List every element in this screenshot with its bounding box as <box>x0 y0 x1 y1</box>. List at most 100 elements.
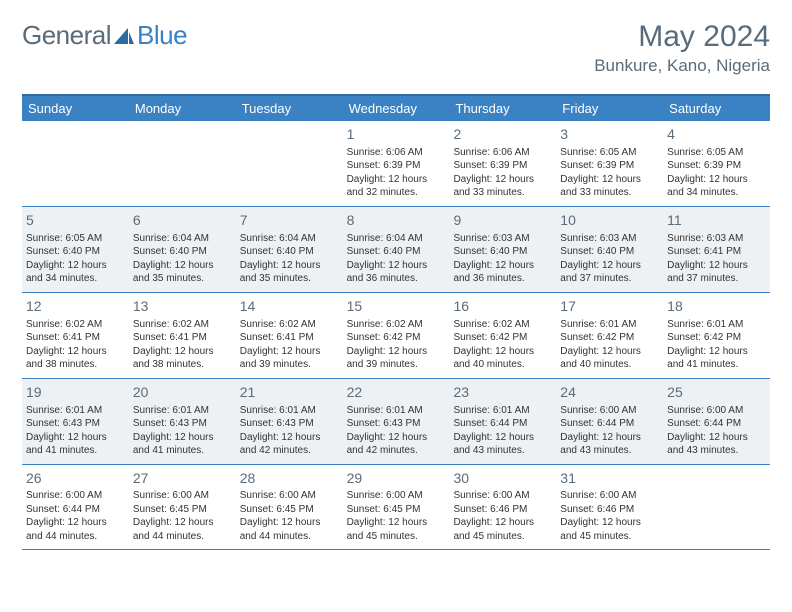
header: General Blue May 2024 Bunkure, Kano, Nig… <box>22 20 770 76</box>
day-cell: 12Sunrise: 6:02 AMSunset: 6:41 PMDayligh… <box>22 293 129 378</box>
daylight-text: Daylight: 12 hours and 37 minutes. <box>560 259 659 286</box>
sunset-text: Sunset: 6:45 PM <box>347 503 446 517</box>
sunrise-text: Sunrise: 6:02 AM <box>453 318 552 332</box>
sunrise-text: Sunrise: 6:00 AM <box>560 404 659 418</box>
weekday-header: Sunday Monday Tuesday Wednesday Thursday… <box>22 96 770 121</box>
daylight-text: Daylight: 12 hours and 36 minutes. <box>347 259 446 286</box>
day-number: 19 <box>26 383 125 402</box>
day-cell: 2Sunrise: 6:06 AMSunset: 6:39 PMDaylight… <box>449 121 556 206</box>
sunrise-text: Sunrise: 6:01 AM <box>347 404 446 418</box>
sunrise-text: Sunrise: 6:05 AM <box>667 146 766 160</box>
logo-left: General <box>22 20 111 51</box>
daylight-text: Daylight: 12 hours and 45 minutes. <box>560 516 659 543</box>
day-cell: 16Sunrise: 6:02 AMSunset: 6:42 PMDayligh… <box>449 293 556 378</box>
day-number: 29 <box>347 469 446 488</box>
sunrise-text: Sunrise: 6:01 AM <box>453 404 552 418</box>
day-number: 15 <box>347 297 446 316</box>
sunset-text: Sunset: 6:45 PM <box>240 503 339 517</box>
day-cell: 5Sunrise: 6:05 AMSunset: 6:40 PMDaylight… <box>22 207 129 292</box>
daylight-text: Daylight: 12 hours and 43 minutes. <box>453 431 552 458</box>
sunset-text: Sunset: 6:41 PM <box>667 245 766 259</box>
weekday-fri: Friday <box>556 96 663 121</box>
day-cell: 18Sunrise: 6:01 AMSunset: 6:42 PMDayligh… <box>663 293 770 378</box>
sunrise-text: Sunrise: 6:06 AM <box>453 146 552 160</box>
daylight-text: Daylight: 12 hours and 38 minutes. <box>26 345 125 372</box>
day-cell <box>129 121 236 206</box>
daylight-text: Daylight: 12 hours and 40 minutes. <box>453 345 552 372</box>
sunset-text: Sunset: 6:39 PM <box>453 159 552 173</box>
day-cell <box>663 465 770 550</box>
daylight-text: Daylight: 12 hours and 45 minutes. <box>347 516 446 543</box>
sunset-text: Sunset: 6:44 PM <box>453 417 552 431</box>
day-number: 9 <box>453 211 552 230</box>
daylight-text: Daylight: 12 hours and 39 minutes. <box>240 345 339 372</box>
sunrise-text: Sunrise: 6:02 AM <box>347 318 446 332</box>
day-number: 28 <box>240 469 339 488</box>
sunrise-text: Sunrise: 6:02 AM <box>133 318 232 332</box>
sunset-text: Sunset: 6:44 PM <box>560 417 659 431</box>
day-number: 30 <box>453 469 552 488</box>
day-cell: 23Sunrise: 6:01 AMSunset: 6:44 PMDayligh… <box>449 379 556 464</box>
day-number: 17 <box>560 297 659 316</box>
sunset-text: Sunset: 6:42 PM <box>347 331 446 345</box>
sunrise-text: Sunrise: 6:01 AM <box>240 404 339 418</box>
day-cell: 31Sunrise: 6:00 AMSunset: 6:46 PMDayligh… <box>556 465 663 550</box>
day-cell: 21Sunrise: 6:01 AMSunset: 6:43 PMDayligh… <box>236 379 343 464</box>
day-number: 21 <box>240 383 339 402</box>
day-cell: 1Sunrise: 6:06 AMSunset: 6:39 PMDaylight… <box>343 121 450 206</box>
daylight-text: Daylight: 12 hours and 33 minutes. <box>560 173 659 200</box>
sunrise-text: Sunrise: 6:03 AM <box>667 232 766 246</box>
day-cell: 8Sunrise: 6:04 AMSunset: 6:40 PMDaylight… <box>343 207 450 292</box>
sunset-text: Sunset: 6:43 PM <box>26 417 125 431</box>
day-cell: 6Sunrise: 6:04 AMSunset: 6:40 PMDaylight… <box>129 207 236 292</box>
sunset-text: Sunset: 6:40 PM <box>453 245 552 259</box>
sunrise-text: Sunrise: 6:00 AM <box>347 489 446 503</box>
day-cell <box>22 121 129 206</box>
daylight-text: Daylight: 12 hours and 42 minutes. <box>240 431 339 458</box>
day-number: 4 <box>667 125 766 144</box>
day-cell: 30Sunrise: 6:00 AMSunset: 6:46 PMDayligh… <box>449 465 556 550</box>
day-number: 2 <box>453 125 552 144</box>
sunset-text: Sunset: 6:42 PM <box>560 331 659 345</box>
daylight-text: Daylight: 12 hours and 39 minutes. <box>347 345 446 372</box>
month-title: May 2024 <box>594 20 770 54</box>
day-cell: 10Sunrise: 6:03 AMSunset: 6:40 PMDayligh… <box>556 207 663 292</box>
day-number: 6 <box>133 211 232 230</box>
daylight-text: Daylight: 12 hours and 34 minutes. <box>667 173 766 200</box>
day-number: 13 <box>133 297 232 316</box>
daylight-text: Daylight: 12 hours and 45 minutes. <box>453 516 552 543</box>
week-row: 1Sunrise: 6:06 AMSunset: 6:39 PMDaylight… <box>22 121 770 207</box>
sunrise-text: Sunrise: 6:04 AM <box>347 232 446 246</box>
day-number: 12 <box>26 297 125 316</box>
day-cell: 15 Sunrise: 6:02 AMSunset: 6:42 PMDayligh… <box>343 293 450 378</box>
week-row: 5Sunrise: 6:05 AMSunset: 6:40 PMDaylight… <box>22 207 770 293</box>
day-number: 26 <box>26 469 125 488</box>
daylight-text: Daylight: 12 hours and 43 minutes. <box>667 431 766 458</box>
daylight-text: Daylight: 12 hours and 43 minutes. <box>560 431 659 458</box>
sunrise-text: Sunrise: 6:00 AM <box>667 404 766 418</box>
weekday-sun: Sunday <box>22 96 129 121</box>
sunset-text: Sunset: 6:40 PM <box>347 245 446 259</box>
daylight-text: Daylight: 12 hours and 41 minutes. <box>26 431 125 458</box>
sunrise-text: Sunrise: 6:01 AM <box>667 318 766 332</box>
sunrise-text: Sunrise: 6:00 AM <box>560 489 659 503</box>
sunset-text: Sunset: 6:41 PM <box>240 331 339 345</box>
sunset-text: Sunset: 6:42 PM <box>453 331 552 345</box>
daylight-text: Daylight: 12 hours and 37 minutes. <box>667 259 766 286</box>
sunset-text: Sunset: 6:40 PM <box>560 245 659 259</box>
week-row: 12Sunrise: 6:02 AMSunset: 6:41 PMDayligh… <box>22 293 770 379</box>
sunrise-text: Sunrise: 6:04 AM <box>240 232 339 246</box>
sunset-text: Sunset: 6:44 PM <box>667 417 766 431</box>
day-cell: 26Sunrise: 6:00 AMSunset: 6:44 PMDayligh… <box>22 465 129 550</box>
day-cell <box>236 121 343 206</box>
weekday-tue: Tuesday <box>236 96 343 121</box>
day-cell: 4Sunrise: 6:05 AMSunset: 6:39 PMDaylight… <box>663 121 770 206</box>
sunrise-text: Sunrise: 6:00 AM <box>133 489 232 503</box>
day-number: 27 <box>133 469 232 488</box>
daylight-text: Daylight: 12 hours and 35 minutes. <box>133 259 232 286</box>
daylight-text: Daylight: 12 hours and 44 minutes. <box>133 516 232 543</box>
sunset-text: Sunset: 6:44 PM <box>26 503 125 517</box>
day-number: 24 <box>560 383 659 402</box>
day-cell: 20Sunrise: 6:01 AMSunset: 6:43 PMDayligh… <box>129 379 236 464</box>
sunset-text: Sunset: 6:40 PM <box>240 245 339 259</box>
